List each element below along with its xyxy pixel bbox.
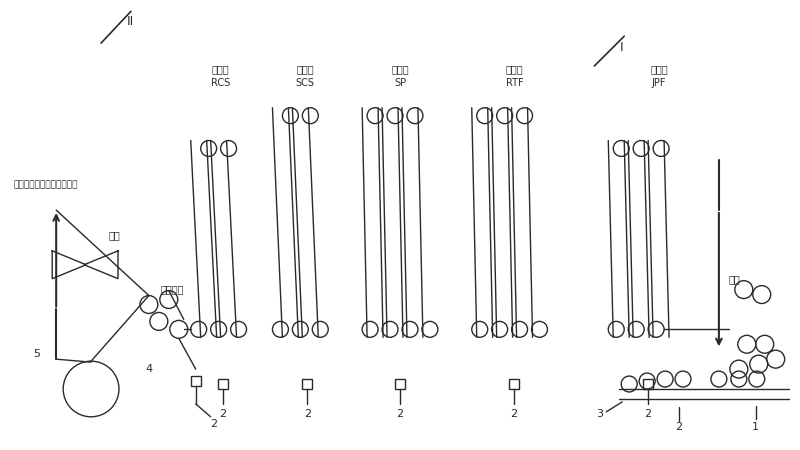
Text: 均热段: 均热段 <box>391 64 409 74</box>
Text: RTF: RTF <box>506 78 523 88</box>
Text: 缓冷段: 缓冷段 <box>297 64 314 74</box>
Text: 5: 5 <box>33 349 40 359</box>
Text: 锑锅段：为热张紧辊到气刀: 锑锅段：为热张紧辊到气刀 <box>14 181 78 190</box>
Text: 2: 2 <box>675 422 682 432</box>
Text: 4: 4 <box>146 364 153 374</box>
Text: I: I <box>619 40 623 54</box>
Text: 2: 2 <box>210 419 218 429</box>
Text: SCS: SCS <box>296 78 315 88</box>
Text: 带钙: 带钙 <box>729 274 741 285</box>
Bar <box>509 379 518 389</box>
Bar <box>302 379 312 389</box>
Bar <box>643 379 653 389</box>
Text: 2: 2 <box>397 409 403 419</box>
Text: 气刀: 气刀 <box>109 230 121 240</box>
Text: 预热段: 预热段 <box>650 64 668 74</box>
Text: RCS: RCS <box>211 78 230 88</box>
Text: 热张紧辊: 热张紧辊 <box>161 284 184 295</box>
Text: 2: 2 <box>645 409 652 419</box>
Text: 2: 2 <box>219 409 226 419</box>
Text: 快冷段: 快冷段 <box>212 64 230 74</box>
Bar <box>190 376 201 386</box>
Text: 3: 3 <box>596 409 603 419</box>
Text: 2: 2 <box>510 409 517 419</box>
Text: II: II <box>126 15 134 28</box>
Text: JPF: JPF <box>652 78 666 88</box>
Text: 1: 1 <box>752 422 759 432</box>
Text: 加热段: 加热段 <box>506 64 523 74</box>
Bar <box>395 379 405 389</box>
Text: SP: SP <box>394 78 406 88</box>
Bar <box>218 379 228 389</box>
Text: 2: 2 <box>304 409 311 419</box>
